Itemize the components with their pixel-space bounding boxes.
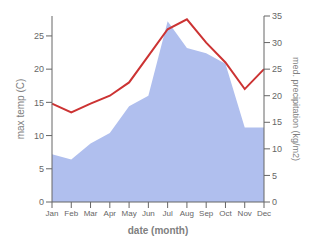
- svg-text:5: 5: [272, 171, 277, 181]
- svg-text:10: 10: [34, 131, 44, 141]
- svg-text:Oct: Oct: [219, 209, 232, 218]
- svg-text:date (month): date (month): [128, 225, 189, 236]
- svg-text:Dec: Dec: [257, 209, 271, 218]
- svg-text:Jul: Jul: [163, 209, 173, 218]
- svg-text:5: 5: [39, 164, 44, 174]
- svg-text:Feb: Feb: [64, 209, 78, 218]
- svg-text:max temp (C): max temp (C): [15, 79, 26, 140]
- svg-text:35: 35: [272, 11, 282, 21]
- svg-text:30: 30: [272, 38, 282, 48]
- svg-text:Aug: Aug: [180, 209, 194, 218]
- svg-text:20: 20: [34, 64, 44, 74]
- svg-text:Mar: Mar: [84, 209, 98, 218]
- svg-text:25: 25: [34, 31, 44, 41]
- svg-text:May: May: [122, 209, 137, 218]
- svg-text:med. precipitation (kg/m2): med. precipitation (kg/m2): [291, 57, 301, 161]
- svg-text:Jan: Jan: [46, 209, 59, 218]
- svg-text:0: 0: [272, 197, 277, 207]
- svg-text:Apr: Apr: [104, 209, 117, 218]
- svg-text:Jun: Jun: [142, 209, 155, 218]
- svg-text:Nov: Nov: [238, 209, 252, 218]
- svg-text:Sep: Sep: [199, 209, 214, 218]
- svg-text:20: 20: [272, 91, 282, 101]
- svg-text:25: 25: [272, 64, 282, 74]
- svg-text:10: 10: [272, 144, 282, 154]
- svg-text:15: 15: [272, 117, 282, 127]
- svg-text:0: 0: [39, 197, 44, 207]
- svg-text:15: 15: [34, 98, 44, 108]
